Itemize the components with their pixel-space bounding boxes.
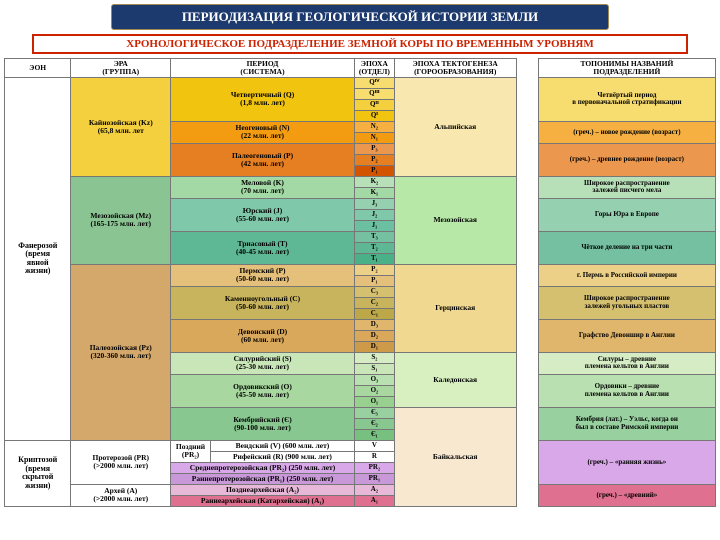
- epoch-cell: C₃: [354, 286, 394, 297]
- epoch-cell: P₂: [354, 154, 394, 165]
- epoch-cell: V: [354, 440, 394, 451]
- tecto-cell: Байкальская: [394, 407, 516, 506]
- epoch-cell: D₃: [354, 319, 394, 330]
- topo-cell: Широкое распространениезалежей писчего м…: [538, 176, 715, 198]
- col-header: ЭРА(ГРУППА): [71, 59, 171, 78]
- subtitle: ХРОНОЛОГИЧЕСКОЕ ПОДРАЗДЕЛЕНИЕ ЗЕМНОЙ КОР…: [32, 34, 688, 54]
- col-header: ЭОН: [5, 59, 71, 78]
- col-header: ПЕРИОД(СИСТЕМА): [171, 59, 355, 78]
- period-cell: Неогеновый (N)(22 млн. лет): [171, 121, 355, 143]
- topo-cell: (греч.) – «древний»: [538, 484, 715, 506]
- epoch-cell: Qᴵᴵ: [354, 99, 394, 110]
- period-cell: Каменноугольный (C)(50-60 млн. лет): [171, 286, 355, 319]
- epoch-cell: Qᴵⱽ: [354, 77, 394, 88]
- topo-cell: Силуры – древниеплемена кельтов в Англии: [538, 352, 715, 374]
- epoch-cell: S₂: [354, 352, 394, 363]
- topo-cell: Четвёртый периодв первоначальной стратиф…: [538, 77, 715, 121]
- epoch-cell: K₂: [354, 176, 394, 187]
- eon-cell: Фанерозой(времяявнойжизни): [5, 77, 71, 440]
- geological-table: ЭОНЭРА(ГРУППА)ПЕРИОД(СИСТЕМА)ЭПОХА(ОТДЕЛ…: [4, 58, 716, 507]
- epoch-cell: O₁: [354, 396, 394, 407]
- epoch-cell: D₁: [354, 341, 394, 352]
- epoch-cell: Є₁: [354, 429, 394, 440]
- col-header: ТОПОНИМЫ НАЗВАНИЙПОДРАЗДЕЛЕНИЙ: [538, 59, 715, 78]
- tecto-cell: Герцинская: [394, 264, 516, 352]
- epoch-cell: T₁: [354, 253, 394, 264]
- epoch-cell: Є₂: [354, 418, 394, 429]
- epoch-cell: Qᴵᴵᴵ: [354, 88, 394, 99]
- topo-cell: Широкое распространениезалежей угольных …: [538, 286, 715, 319]
- topo-cell: Кембрия (лат.) – Уэльс, когда онбыл в со…: [538, 407, 715, 440]
- epoch-cell: N₁: [354, 132, 394, 143]
- period-cell: Ордовикский (O)(45-50 млн. лет): [171, 374, 355, 407]
- epoch-cell: P₁: [354, 275, 394, 286]
- epoch-cell: C₂: [354, 297, 394, 308]
- topo-cell: (греч.) – древнее рождение (возраст): [538, 143, 715, 176]
- era-cell: Кайнозойская (Kz)(65,8 млн. лет: [71, 77, 171, 176]
- period-cell: Позднеархейская (A₂): [171, 484, 355, 495]
- period-cell: Кембрийский (Є)(90-100 млн. лет): [171, 407, 355, 440]
- main-title: ПЕРИОДИЗАЦИЯ ГЕОЛОГИЧЕСКОЙ ИСТОРИИ ЗЕМЛИ: [111, 4, 609, 30]
- epoch-cell: PR₂: [354, 462, 394, 473]
- period-cell: Четвертичный (Q)(1,8 млн. лет): [171, 77, 355, 121]
- period-cell: Вендский (V) (600 млн. лет): [210, 440, 354, 451]
- topo-cell: (греч.) – «ранняя жизнь»: [538, 440, 715, 484]
- era-cell: Протерозой (PR)(>2000 млн. лет): [71, 440, 171, 484]
- topo-cell: Ордовики – древниеплемена кельтов в Англ…: [538, 374, 715, 407]
- epoch-cell: T₃: [354, 231, 394, 242]
- epoch-cell: P₃: [354, 143, 394, 154]
- epoch-cell: J₃: [354, 198, 394, 209]
- period-cell: Палеогеновый (P)(42 млн. лет): [171, 143, 355, 176]
- period-cell: Юрский (J)(55-60 млн. лет): [171, 198, 355, 231]
- tecto-cell: Альпийская: [394, 77, 516, 176]
- epoch-cell: A₂: [354, 484, 394, 495]
- epoch-cell: K₁: [354, 187, 394, 198]
- epoch-cell: A₁: [354, 495, 394, 506]
- epoch-cell: P₂: [354, 264, 394, 275]
- period-cell: Триасовый (T)(40-45 млн. лет): [171, 231, 355, 264]
- tecto-cell: Каледонская: [394, 352, 516, 407]
- period-cell: Среднепротерозойская (PR₂) (250 млн. лет…: [171, 462, 355, 473]
- period-cell: Девонский (D)(60 млн. лет): [171, 319, 355, 352]
- epoch-cell: P₁: [354, 165, 394, 176]
- epoch-cell: J₁: [354, 220, 394, 231]
- era-cell: Мезозойская (Mz)(165-175 млн. лет): [71, 176, 171, 264]
- period-cell: Меловой (K)(70 млн. лет): [171, 176, 355, 198]
- period-sub-cell: Поздний(PR₂): [171, 440, 211, 462]
- epoch-cell: J₂: [354, 209, 394, 220]
- era-cell: Архей (A)(>2000 млн. лет): [71, 484, 171, 506]
- eon-cell: Криптозой(времяскрытойжизни): [5, 440, 71, 506]
- epoch-cell: O₂: [354, 385, 394, 396]
- epoch-cell: Є₃: [354, 407, 394, 418]
- period-cell: Раннеархейская (Катархейская) (A₁): [171, 495, 355, 506]
- period-cell: Рифейский (R) (900 млн. лет): [210, 451, 354, 462]
- period-cell: Пермский (P)(50-60 млн. лет): [171, 264, 355, 286]
- epoch-cell: R: [354, 451, 394, 462]
- epoch-cell: PR₁: [354, 473, 394, 484]
- period-cell: Силурийский (S)(25-30 млн. лет): [171, 352, 355, 374]
- period-cell: Раннепротерозойская (PR₁) (250 млн. лет): [171, 473, 355, 484]
- col-header: ЭПОХА(ОТДЕЛ): [354, 59, 394, 78]
- topo-cell: Горы Юра в Европе: [538, 198, 715, 231]
- epoch-cell: O₃: [354, 374, 394, 385]
- epoch-cell: Qᴵ: [354, 110, 394, 121]
- epoch-cell: N₂: [354, 121, 394, 132]
- epoch-cell: T₂: [354, 242, 394, 253]
- era-cell: Палеозойская (Pz)(320-360 млн. лет): [71, 264, 171, 440]
- epoch-cell: D₂: [354, 330, 394, 341]
- topo-cell: Графство Девоншир в Англии: [538, 319, 715, 352]
- col-header: ЭПОХА ТЕКТОГЕНЕЗА(ГОРООБРАЗОВАНИЯ): [394, 59, 516, 78]
- epoch-cell: C₁: [354, 308, 394, 319]
- epoch-cell: S₁: [354, 363, 394, 374]
- topo-cell: г. Пермь в Российской империи: [538, 264, 715, 286]
- topo-cell: Чёткое деление на три части: [538, 231, 715, 264]
- topo-cell: (греч.) – новое рождение (возраст): [538, 121, 715, 143]
- tecto-cell: Мезозойская: [394, 176, 516, 264]
